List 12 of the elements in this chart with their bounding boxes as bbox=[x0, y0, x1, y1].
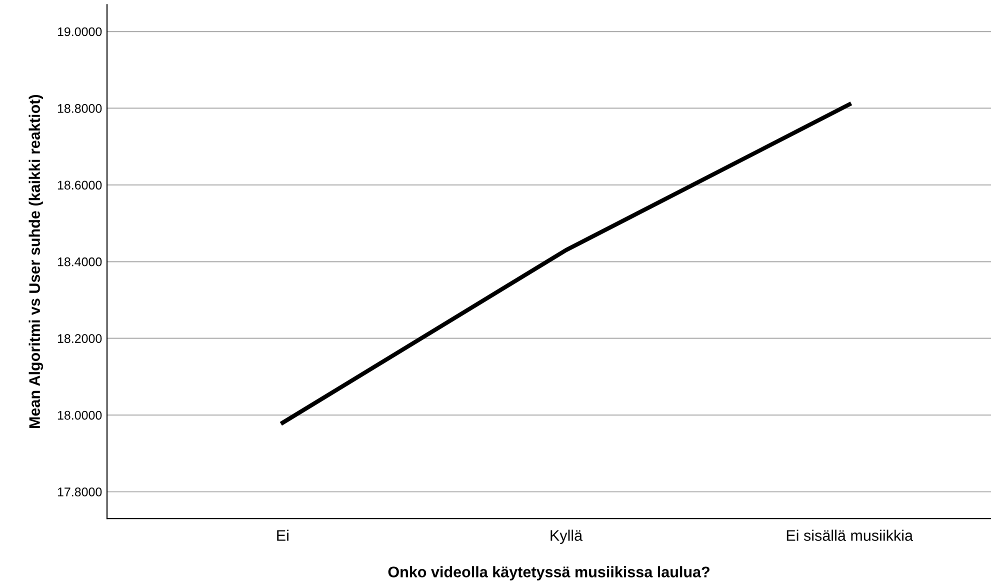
y-tick-label: 18.2000 bbox=[58, 334, 102, 343]
y-tick-label: 17.8000 bbox=[58, 488, 102, 496]
y-axis-title: Mean Algoritmi vs User suhde (kaikki reaktiot) bbox=[28, 94, 44, 428]
x-tick-label: Kyllä bbox=[550, 530, 583, 544]
y-tick-label: 18.8000 bbox=[58, 104, 102, 113]
y-tick-label: 18.6000 bbox=[58, 180, 102, 190]
x-tick-label: Ei bbox=[277, 530, 288, 541]
y-tick-label: 18.0000 bbox=[58, 410, 102, 420]
y-tick-label: 19.0000 bbox=[58, 27, 102, 36]
x-axis-title: Onko videolla käytetyssä musiikissa laulua? bbox=[388, 566, 710, 580]
x-tick-label: Ei sisällä musiikkia bbox=[786, 530, 914, 541]
y-tick-label: 18.4000 bbox=[58, 257, 102, 266]
